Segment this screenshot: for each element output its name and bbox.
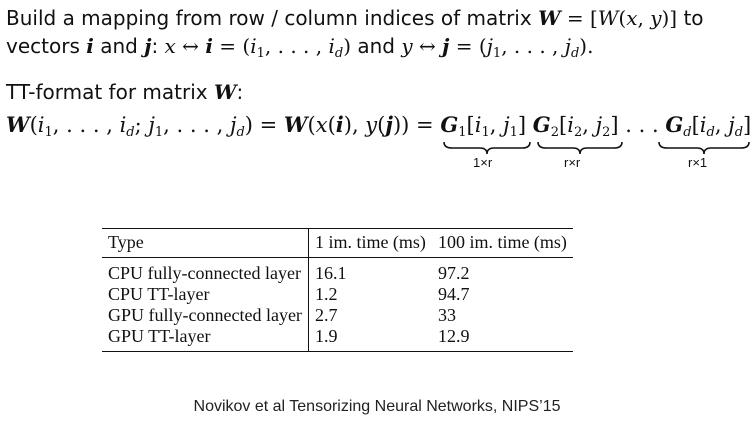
- tt-format-heading-colon: :: [236, 80, 244, 104]
- tt-format-heading: TT-format for matrix W:: [6, 80, 243, 104]
- table-row: CPU TT-layer 1.2 94.7: [102, 284, 573, 305]
- core-gd: Gd[id, jd]: [665, 112, 752, 140]
- underbrace-g2: [537, 141, 623, 155]
- table-cell-type: GPU fully-connected layer: [102, 305, 309, 326]
- underbrace-label-g1: 1×r: [473, 155, 493, 170]
- vector-j-symbol: j: [144, 34, 152, 58]
- table-header-type: Type: [102, 228, 309, 258]
- mapping-x-to-i: x ↔ i = (i1, . . . , id): [164, 34, 352, 61]
- intro-line-1-text: Build a mapping from row / column indice…: [6, 6, 532, 30]
- vector-i-symbol: i: [86, 34, 94, 58]
- underbrace-label-gd: r×1: [688, 155, 708, 170]
- citation: Novikov et al Tensorizing Neural Network…: [193, 398, 561, 415]
- core-g1: G1[i1, j1]: [440, 112, 527, 140]
- table-row: GPU fully-connected layer 2.7 33: [102, 305, 573, 326]
- underbrace-gd: [658, 141, 750, 155]
- table-row: GPU TT-layer 1.9 12.9: [102, 326, 573, 352]
- table-header-row: Type 1 im. time (ms) 100 im. time (ms): [102, 228, 573, 258]
- table-cell-1im: 1.9: [314, 326, 338, 346]
- intro-matrix-definition: W = [W(x, y)]: [538, 6, 678, 30]
- tt-format-heading-text: TT-format for matrix: [6, 80, 208, 104]
- intro-line-2-and: and: [100, 34, 138, 58]
- table-cell-100im: 12.9: [437, 326, 470, 346]
- timing-table: Type 1 im. time (ms) 100 im. time (ms) C…: [102, 228, 573, 352]
- underbrace-g1: [443, 141, 531, 155]
- intro-line-1-end: to: [683, 6, 704, 30]
- intro-line-2-colon: :: [151, 34, 159, 58]
- intro-line-2: vectors i and j: x ↔ i = (i1, . . . , id…: [6, 34, 593, 66]
- table-cell-1im: 1.2: [314, 284, 338, 304]
- table-cell-100im: 97.2: [437, 263, 470, 283]
- underbrace-label-g2: r×r: [564, 155, 581, 170]
- table-cell-type: CPU TT-layer: [102, 284, 309, 305]
- tt-format-matrix-symbol: W: [213, 80, 237, 104]
- table-cell-1im: 2.7: [314, 305, 338, 325]
- core-g2: G2[i2, j2]: [532, 112, 619, 140]
- table-header-1im: 1 im. time (ms): [314, 232, 426, 252]
- intro-line-2-and2: and: [357, 34, 396, 58]
- table-cell-100im: 94.7: [437, 284, 470, 304]
- table-header-100im: 100 im. time (ms): [437, 232, 567, 252]
- table-cell-1im: 16.1: [314, 263, 347, 283]
- tt-format-formula: W(i1, . . . , id; j1, . . . , jd) = W(x(…: [6, 112, 752, 140]
- table-cell-type: CPU fully-connected layer: [102, 257, 309, 284]
- intro-line-2-text: vectors: [6, 34, 80, 58]
- table-cell-type: GPU TT-layer: [102, 326, 309, 352]
- table-row: CPU fully-connected layer 16.1 97.2: [102, 257, 573, 284]
- table-cell-100im: 33: [437, 305, 456, 325]
- intro-line-1: Build a mapping from row / column indice…: [6, 6, 704, 30]
- mapping-y-to-j: y ↔ j = (j1, . . . , jd).: [401, 34, 594, 61]
